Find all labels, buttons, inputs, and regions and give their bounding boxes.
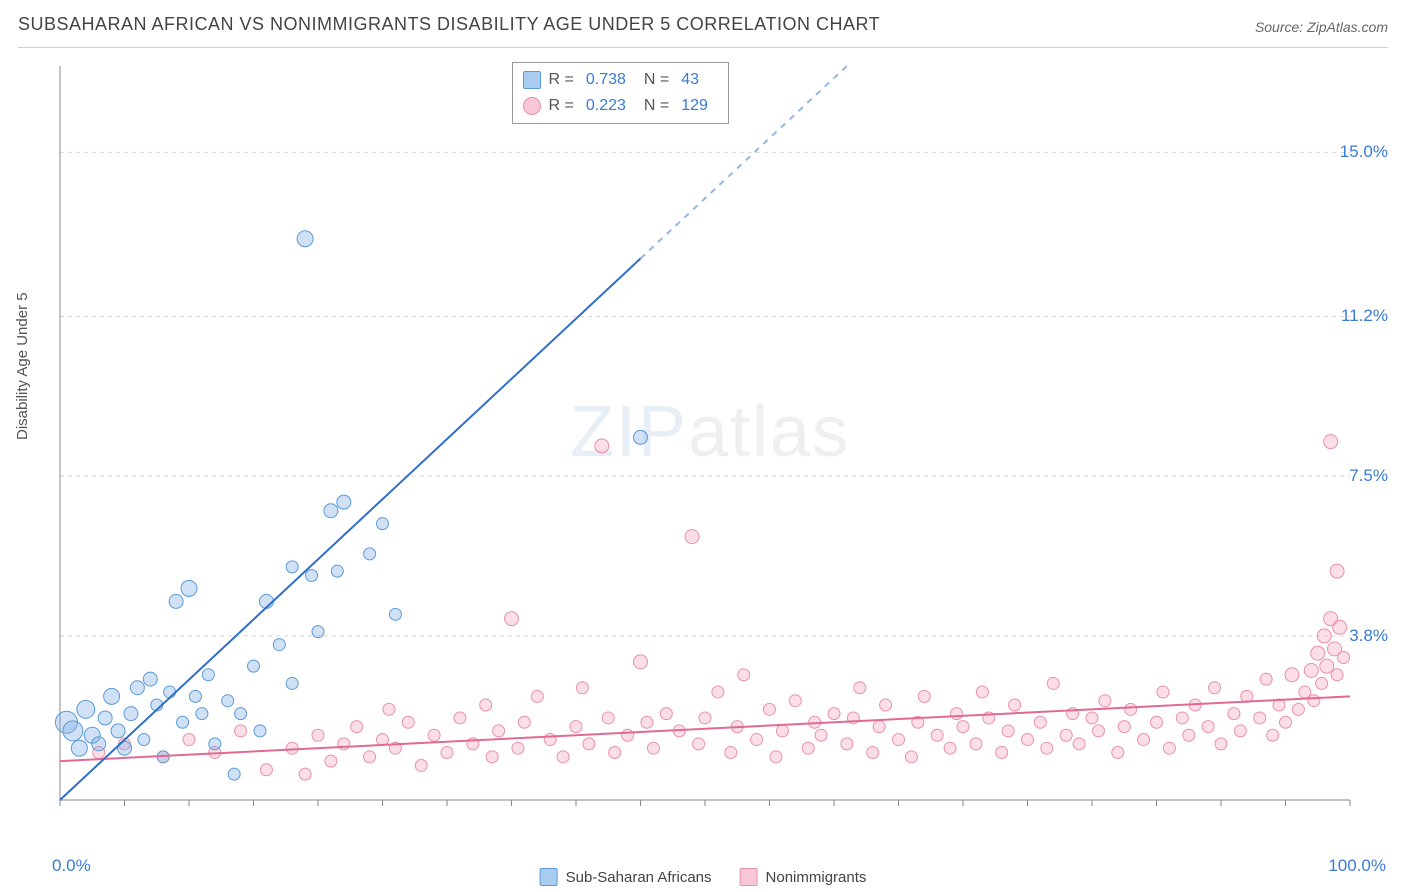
- legend-item-blue: Sub-Saharan Africans: [540, 868, 712, 886]
- stat-n-value: 129: [681, 94, 708, 118]
- stats-row-pink: R = 0.223 N = 129: [523, 93, 718, 119]
- stat-n-label: N =: [644, 94, 669, 118]
- scatter-layer: [50, 60, 1370, 820]
- stat-r-label: R =: [549, 94, 574, 118]
- square-icon: [523, 71, 541, 89]
- stat-n-label: N =: [644, 68, 669, 92]
- legend-label: Sub-Saharan Africans: [566, 869, 712, 886]
- stats-row-blue: R = 0.738 N = 43: [523, 67, 718, 93]
- stat-r-value: 0.223: [586, 94, 626, 118]
- legend-label: Nonimmigrants: [766, 869, 867, 886]
- y-tick-label: 15.0%: [1340, 142, 1388, 162]
- legend-item-pink: Nonimmigrants: [740, 868, 867, 886]
- stat-r-value: 0.738: [586, 68, 626, 92]
- stat-r-label: R =: [549, 68, 574, 92]
- chart-title: SUBSAHARAN AFRICAN VS NONIMMIGRANTS DISA…: [18, 14, 880, 35]
- square-icon: [740, 868, 758, 886]
- y-tick-label: 7.5%: [1349, 466, 1388, 486]
- header: SUBSAHARAN AFRICAN VS NONIMMIGRANTS DISA…: [18, 14, 1388, 48]
- square-icon: [540, 868, 558, 886]
- y-axis-label: Disability Age Under 5: [14, 292, 31, 440]
- source-attribution: Source: ZipAtlas.com: [1255, 19, 1388, 35]
- y-tick-label: 11.2%: [1341, 306, 1388, 326]
- x-axis-min: 0.0%: [52, 856, 91, 876]
- stats-legend: R = 0.738 N = 43 R = 0.223 N = 129: [512, 62, 729, 124]
- y-tick-label: 3.8%: [1349, 626, 1388, 646]
- series-legend: Sub-Saharan Africans Nonimmigrants: [540, 868, 867, 886]
- x-axis-max: 100.0%: [1328, 856, 1386, 876]
- stat-n-value: 43: [681, 68, 699, 92]
- circle-icon: [523, 97, 541, 115]
- plot-area: ZIPatlas R = 0.738 N = 43 R = 0.223 N = …: [50, 60, 1370, 820]
